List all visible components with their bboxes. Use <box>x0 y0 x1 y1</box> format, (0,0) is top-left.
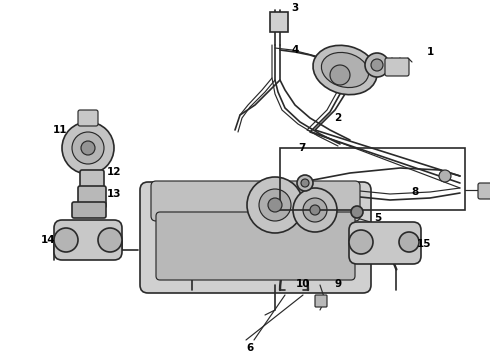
Circle shape <box>371 59 383 71</box>
Text: 9: 9 <box>335 279 342 289</box>
Circle shape <box>297 175 313 191</box>
Circle shape <box>259 189 291 221</box>
Circle shape <box>303 198 327 222</box>
Text: 11: 11 <box>53 125 67 135</box>
Circle shape <box>268 198 282 212</box>
Circle shape <box>439 170 451 182</box>
Bar <box>280 148 465 210</box>
Text: 15: 15 <box>417 239 431 249</box>
Ellipse shape <box>313 45 377 95</box>
FancyBboxPatch shape <box>54 220 122 260</box>
FancyBboxPatch shape <box>385 58 409 76</box>
Circle shape <box>98 228 122 252</box>
Text: 5: 5 <box>374 213 382 223</box>
FancyBboxPatch shape <box>78 110 98 126</box>
Circle shape <box>293 188 337 232</box>
FancyBboxPatch shape <box>151 181 360 221</box>
Circle shape <box>310 205 320 215</box>
Text: 10: 10 <box>296 279 310 289</box>
FancyBboxPatch shape <box>349 222 421 264</box>
Text: 4: 4 <box>292 45 299 55</box>
Text: 1: 1 <box>426 47 434 57</box>
Bar <box>270 12 288 32</box>
Circle shape <box>330 65 350 85</box>
Text: 6: 6 <box>246 343 254 353</box>
Text: 12: 12 <box>107 167 121 177</box>
Circle shape <box>365 53 389 77</box>
FancyBboxPatch shape <box>478 183 490 199</box>
Circle shape <box>247 177 303 233</box>
FancyBboxPatch shape <box>80 170 104 190</box>
Circle shape <box>54 228 78 252</box>
Text: 14: 14 <box>41 235 55 245</box>
Ellipse shape <box>321 53 368 87</box>
FancyBboxPatch shape <box>156 212 355 280</box>
Text: 7: 7 <box>298 143 306 153</box>
Text: 8: 8 <box>412 187 418 197</box>
Circle shape <box>351 206 363 218</box>
FancyBboxPatch shape <box>78 186 106 208</box>
Text: 2: 2 <box>334 113 342 123</box>
Circle shape <box>399 232 419 252</box>
Circle shape <box>81 141 95 155</box>
FancyBboxPatch shape <box>72 202 106 218</box>
Text: 13: 13 <box>107 189 121 199</box>
Text: 3: 3 <box>292 3 298 13</box>
Circle shape <box>62 122 114 174</box>
FancyBboxPatch shape <box>140 182 371 293</box>
FancyBboxPatch shape <box>315 295 327 307</box>
Circle shape <box>349 230 373 254</box>
Circle shape <box>72 132 104 164</box>
Circle shape <box>301 179 309 187</box>
